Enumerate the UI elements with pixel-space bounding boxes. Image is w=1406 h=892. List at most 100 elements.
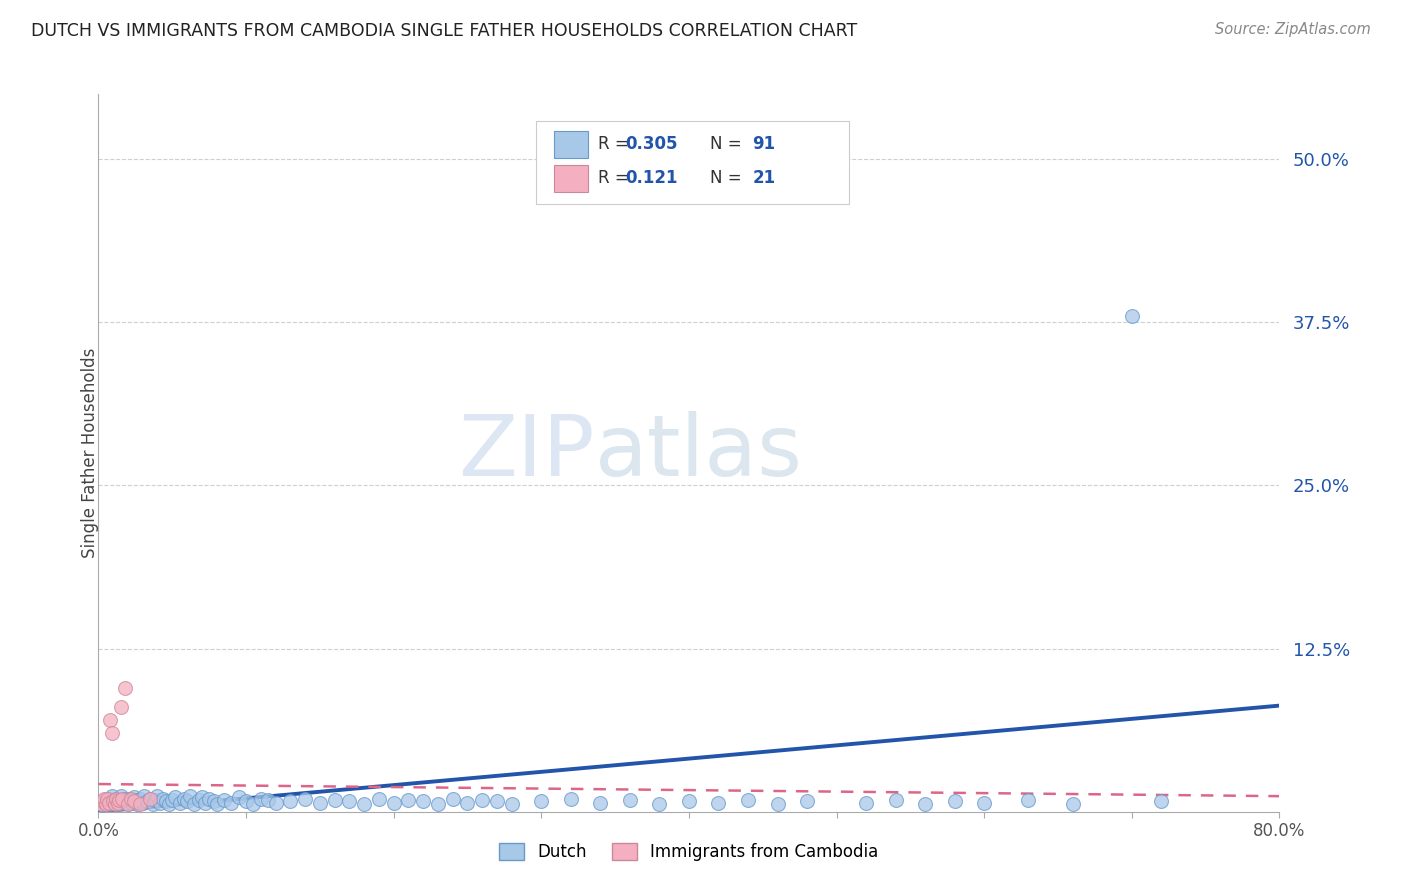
Point — [125, 797, 148, 811]
Point — [105, 791, 128, 805]
Point — [128, 791, 150, 805]
Point — [427, 797, 450, 811]
Text: ZIP: ZIP — [458, 411, 595, 494]
Point — [114, 681, 136, 695]
Point — [91, 798, 114, 813]
Point — [139, 791, 162, 805]
Point — [111, 794, 134, 808]
Point — [884, 793, 907, 807]
Point — [142, 797, 165, 811]
Point — [97, 796, 120, 810]
Point — [108, 797, 131, 811]
Point — [1018, 793, 1040, 807]
Point — [122, 794, 145, 808]
Point — [120, 791, 142, 805]
Point — [107, 793, 129, 807]
Point — [93, 791, 115, 805]
Point — [114, 796, 136, 810]
Point — [264, 796, 287, 810]
Point — [111, 791, 134, 805]
Point — [855, 796, 877, 810]
Point — [98, 797, 121, 811]
Point — [90, 797, 112, 811]
Text: R =: R = — [598, 169, 638, 187]
Point — [103, 794, 125, 808]
Point — [94, 797, 117, 811]
Point — [103, 794, 125, 808]
Point — [121, 796, 143, 810]
Point — [707, 796, 730, 810]
Point — [155, 794, 177, 808]
Point — [294, 791, 316, 805]
Point — [139, 791, 162, 805]
Point — [457, 796, 479, 810]
Point — [257, 793, 280, 807]
Text: 0.121: 0.121 — [626, 169, 678, 187]
Point — [118, 791, 141, 805]
Point — [914, 797, 936, 811]
Point — [173, 791, 195, 805]
Point — [115, 793, 138, 807]
Point — [105, 791, 128, 805]
Point — [98, 714, 121, 728]
Point — [183, 797, 205, 811]
Point — [766, 797, 789, 811]
Point — [124, 793, 146, 807]
Text: 91: 91 — [752, 136, 775, 153]
Point — [221, 796, 243, 810]
Point — [339, 794, 361, 808]
Point — [169, 796, 191, 810]
Point — [796, 794, 818, 808]
Point — [235, 794, 257, 808]
Point — [110, 700, 132, 714]
Text: N =: N = — [710, 136, 747, 153]
Point — [104, 797, 127, 811]
Point — [97, 791, 120, 805]
Point — [737, 793, 759, 807]
Point — [323, 793, 346, 807]
Point — [157, 797, 180, 811]
Point — [96, 791, 118, 805]
Legend: Dutch, Immigrants from Cambodia: Dutch, Immigrants from Cambodia — [492, 837, 886, 868]
Point — [110, 789, 132, 803]
Point — [486, 794, 509, 808]
Text: 21: 21 — [752, 169, 775, 187]
Point — [176, 794, 198, 808]
Point — [382, 796, 405, 810]
Point — [94, 794, 117, 808]
Point — [187, 793, 209, 807]
Point — [228, 790, 250, 805]
Text: N =: N = — [710, 169, 747, 187]
Point — [825, 178, 848, 192]
Point — [134, 789, 156, 803]
Point — [280, 794, 302, 808]
Point — [441, 791, 464, 805]
Text: DUTCH VS IMMIGRANTS FROM CAMBODIA SINGLE FATHER HOUSEHOLDS CORRELATION CHART: DUTCH VS IMMIGRANTS FROM CAMBODIA SINGLE… — [31, 22, 858, 40]
Point — [212, 793, 235, 807]
Point — [501, 797, 523, 811]
Point — [973, 796, 995, 810]
Point — [1150, 794, 1173, 808]
Point — [107, 796, 129, 810]
Point — [108, 793, 131, 807]
Point — [149, 796, 172, 810]
Point — [146, 789, 169, 803]
Point — [191, 790, 214, 805]
Point — [619, 793, 641, 807]
Point — [194, 796, 217, 810]
Point — [143, 793, 166, 807]
Text: R =: R = — [598, 136, 634, 153]
Point — [353, 797, 375, 811]
Point — [91, 794, 114, 808]
Point — [100, 726, 122, 740]
Point — [117, 797, 139, 811]
Point — [165, 790, 187, 805]
Point — [560, 791, 582, 805]
Point — [112, 791, 135, 805]
Point — [198, 791, 221, 805]
Text: 0.305: 0.305 — [626, 136, 678, 153]
Point — [943, 794, 966, 808]
Point — [162, 793, 183, 807]
Point — [152, 791, 174, 805]
Point — [471, 793, 494, 807]
